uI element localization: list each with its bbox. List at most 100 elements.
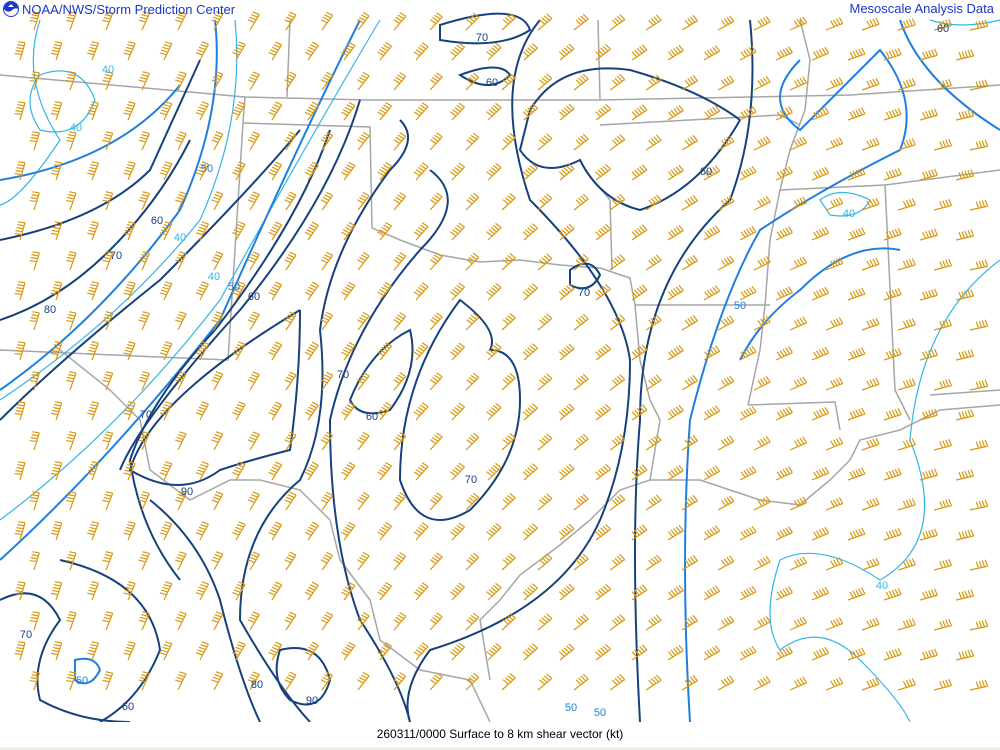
wind-barb — [413, 342, 429, 361]
wind-barb — [717, 15, 735, 31]
contour-70 — [406, 19, 632, 722]
wind-barb — [29, 11, 40, 31]
wind-barb — [789, 676, 807, 691]
wind-barb — [413, 582, 429, 601]
wind-barb — [14, 41, 26, 61]
wind-barb — [247, 551, 260, 571]
wind-barb — [159, 581, 173, 601]
wind-barb — [522, 283, 538, 301]
wind-barb — [14, 461, 26, 481]
wind-barb — [357, 191, 370, 211]
wind-barb — [667, 164, 684, 181]
wind-barb — [537, 13, 553, 31]
wind-barb — [357, 71, 370, 91]
wind-barb — [268, 641, 283, 661]
wind-barb — [775, 286, 793, 301]
wind-barb — [609, 314, 626, 331]
wind-barb — [268, 101, 283, 121]
contour-label: 70 — [337, 369, 349, 381]
wind-barb — [14, 401, 26, 421]
contour-labels: 70 60 40 40 50 60 40 70 60 40 80 40 50 60 70 50 70 60 70 70… — [20, 23, 949, 719]
wind-barb — [413, 642, 429, 661]
wind-barb — [413, 462, 429, 481]
wind-barb — [897, 138, 916, 151]
wind-barb — [247, 191, 260, 211]
wind-barb — [138, 551, 150, 571]
wind-barb — [465, 192, 480, 211]
wind-barb — [825, 677, 844, 691]
wind-barb — [681, 435, 698, 451]
wind-barb — [631, 344, 648, 361]
wind-barb — [919, 648, 938, 661]
wind-barb — [377, 162, 392, 181]
wind-barb — [717, 435, 735, 451]
contour-label: 70 — [578, 287, 590, 299]
wind-barb — [284, 251, 297, 271]
wind-barb — [522, 103, 538, 121]
wind-barb — [919, 528, 938, 541]
wind-barb — [558, 343, 575, 361]
wind-barb — [175, 671, 187, 691]
wind-barb — [789, 436, 807, 451]
wind-barb — [753, 556, 771, 571]
wind-barb — [50, 161, 63, 181]
wind-barb — [320, 371, 334, 391]
wind-barb — [14, 341, 26, 361]
wind-barb — [645, 194, 662, 211]
wind-barb — [789, 496, 807, 511]
wind-barb — [247, 131, 260, 151]
wind-barb — [138, 131, 150, 151]
wind-barb — [969, 199, 989, 211]
wind-barb — [933, 198, 952, 211]
wind-barb — [29, 371, 40, 391]
wind-barb — [247, 611, 260, 631]
contour-label: 70 — [140, 409, 152, 421]
wind-barb — [789, 76, 807, 91]
wind-barb — [175, 251, 187, 271]
wind-barb — [284, 71, 297, 91]
wind-barb — [377, 342, 392, 361]
wind-barb — [847, 527, 866, 541]
wind-barb — [631, 584, 648, 601]
wind-barb — [486, 282, 502, 301]
wind-barb — [393, 432, 407, 451]
wind-barb — [558, 463, 575, 481]
wind-barb — [320, 491, 334, 511]
wind-barb — [304, 581, 319, 601]
wind-barb — [681, 315, 698, 331]
wind-barb — [175, 71, 187, 91]
wind-barb — [465, 132, 480, 151]
wind-barb — [304, 221, 319, 241]
wind-barb — [341, 581, 356, 601]
wind-barb — [955, 409, 975, 421]
wind-barb — [739, 585, 757, 601]
wind-barb — [65, 311, 77, 331]
wind-barb — [377, 282, 392, 301]
wind-barb — [102, 371, 114, 391]
wind-barb — [449, 162, 466, 181]
wind-barb — [825, 137, 844, 151]
wind-barb — [320, 11, 334, 31]
contour-label: 40 — [208, 271, 220, 283]
contour-label: 70 — [476, 32, 488, 44]
wind-barb — [65, 71, 77, 91]
wind-barb — [102, 671, 114, 691]
wind-barb — [919, 348, 938, 361]
wind-barb — [449, 522, 466, 541]
wind-barb — [522, 463, 538, 481]
wind-barb — [739, 405, 757, 421]
wind-barb — [739, 45, 757, 61]
contour-70 — [0, 592, 131, 722]
wind-barb — [667, 284, 684, 301]
wind-barb — [465, 252, 480, 271]
wind-barb — [667, 104, 684, 121]
wind-barb — [861, 317, 880, 331]
wind-barb — [955, 649, 975, 661]
wind-barb — [558, 283, 575, 301]
wind-barb — [486, 402, 502, 421]
wind-barb — [102, 191, 114, 211]
wind-barb — [65, 551, 77, 571]
wind-barb — [753, 616, 771, 631]
contour-70 — [238, 119, 409, 722]
wind-barb — [50, 521, 63, 541]
